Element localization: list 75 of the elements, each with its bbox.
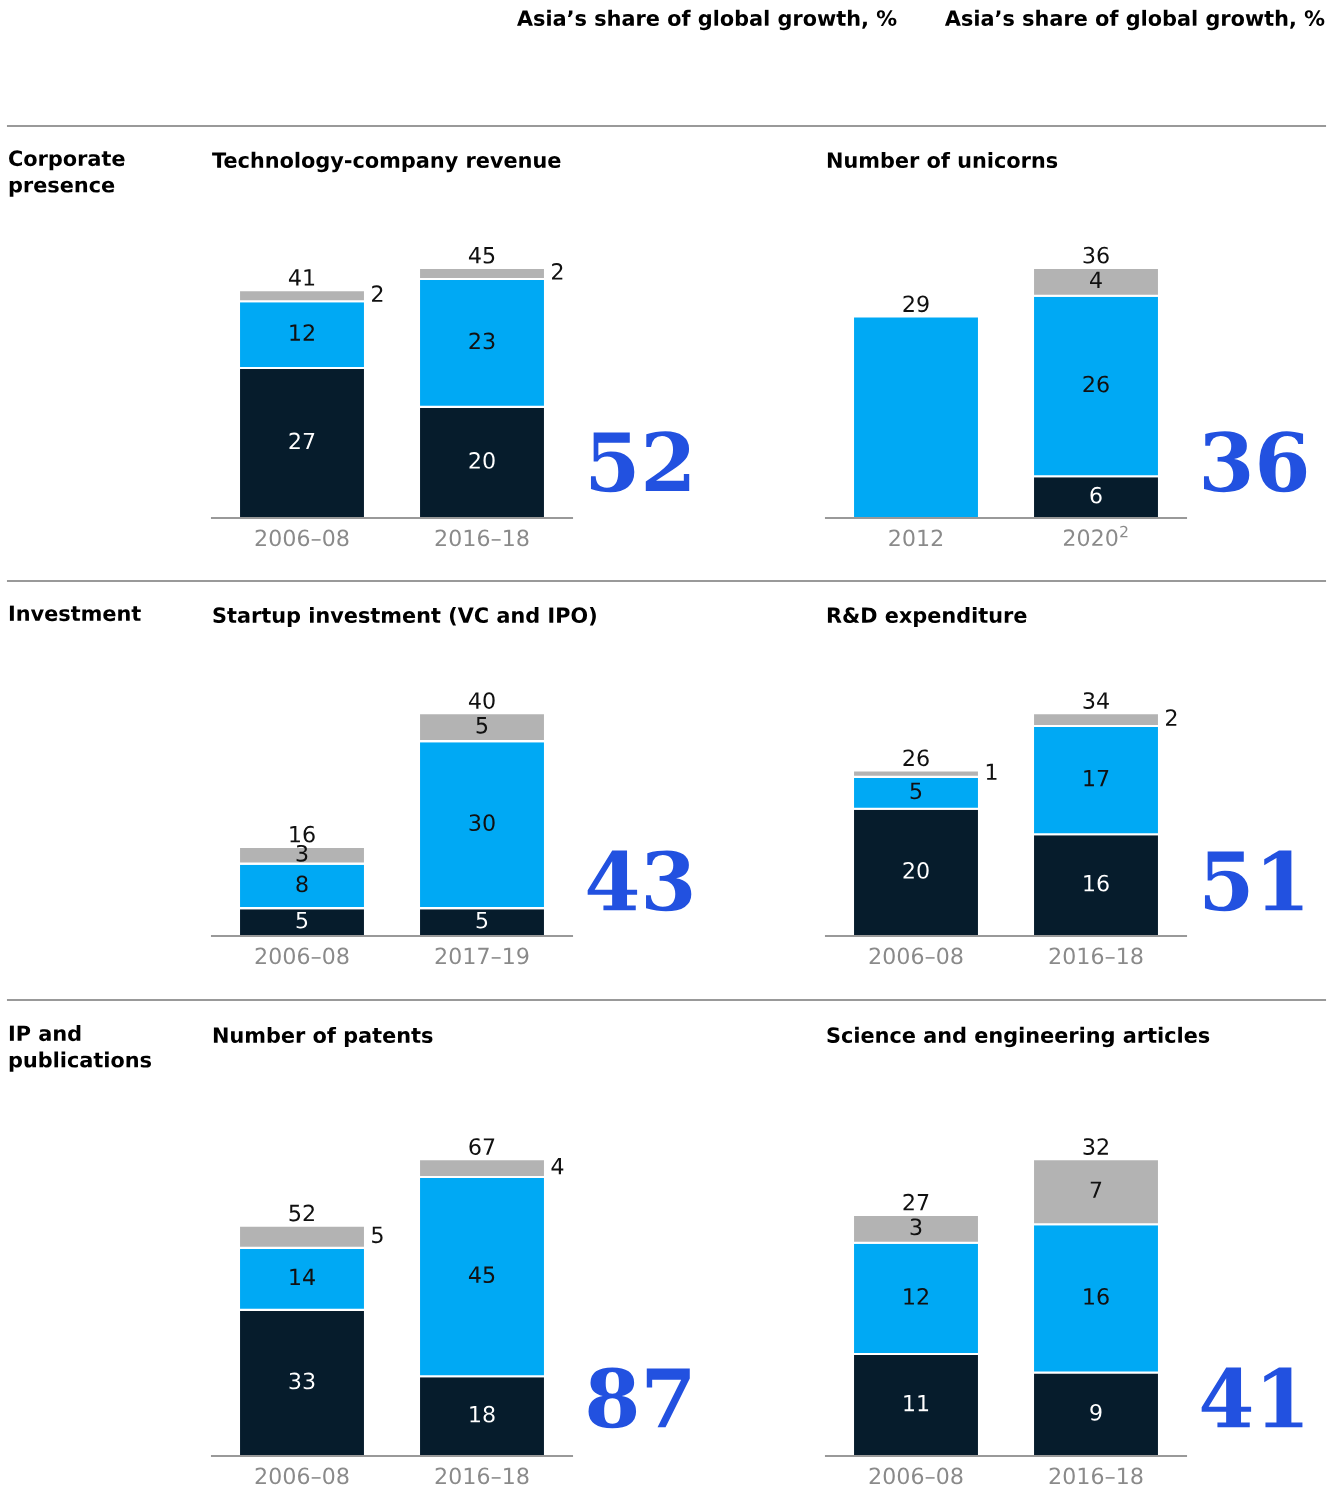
data-label: 5 <box>296 912 308 929</box>
data-label: 9 <box>1090 1403 1102 1421</box>
text: 36 <box>1203 431 1307 493</box>
chart-title: Number of unicorns <box>827 151 1058 169</box>
data-label: 3 <box>296 844 308 862</box>
data-label: 2 <box>1166 709 1177 726</box>
data-label: 5 <box>372 1226 383 1244</box>
total-label: 34 <box>1083 692 1109 709</box>
x-tick-label: 2016–18 <box>1049 1467 1143 1485</box>
x-tick-label: 2020$^{2}$ <box>1063 525 1128 547</box>
data-label: 8 <box>296 875 308 893</box>
chart-title: R&D expenditure <box>827 606 1027 628</box>
x-tick-label: 2006–08 <box>255 947 349 965</box>
data-label: 11 <box>904 1394 929 1412</box>
data-label: 16 <box>1084 874 1109 892</box>
text: IP and publications <box>9 1025 151 1072</box>
data-label: 27 <box>289 432 315 450</box>
x-tick-label: 2016–18 <box>435 1467 529 1485</box>
x-tick-label: 2006–08 <box>869 1467 963 1485</box>
total-label: 36 <box>1083 246 1109 264</box>
x-tick-label: 2016–18 <box>1049 947 1143 965</box>
data-label: 5 <box>476 912 488 929</box>
total-label: 16 <box>290 825 315 843</box>
x-tick-label: 2017–19 <box>435 947 529 965</box>
data-label: 4 <box>1090 271 1102 288</box>
data-label: 6 <box>1090 486 1102 504</box>
total-label: 67 <box>469 1138 495 1155</box>
data-label: 1 <box>986 763 997 780</box>
total-label: 52 <box>289 1204 314 1222</box>
total-label: 29 <box>903 295 929 313</box>
chart-title: Technology-company revenue <box>212 151 561 173</box>
data-label: 5 <box>910 782 922 800</box>
x-tick-label: 2006–08 <box>869 947 963 965</box>
total-label: 40 <box>468 692 495 709</box>
data-label: 18 <box>470 1405 495 1423</box>
text: 51 <box>1204 850 1303 912</box>
data-label: 12 <box>290 324 314 341</box>
data-label: 20 <box>469 452 495 469</box>
data-label: 17 <box>1084 770 1109 787</box>
data-label: 4 <box>551 1158 564 1175</box>
text: 52 <box>590 431 690 493</box>
data-label: 5 <box>476 717 488 734</box>
data-label: 26 <box>1083 375 1109 393</box>
total-label: 27 <box>903 1193 929 1211</box>
text: 43 <box>587 850 692 912</box>
total-label: 26 <box>903 749 929 767</box>
data-label: 33 <box>289 1372 315 1390</box>
data-label: 7 <box>1090 1181 1102 1198</box>
text: Investment <box>9 605 141 622</box>
x-tick-label: 2012 <box>889 529 943 547</box>
x-tick-label: 2006–08 <box>255 529 349 547</box>
text: Asia’s share of global growth, % <box>517 9 897 31</box>
chart-title: Number of patents <box>213 1026 433 1048</box>
total-label: 41 <box>288 269 315 286</box>
data-label: 20 <box>903 862 929 879</box>
total-label: 32 <box>1083 1138 1108 1155</box>
text: 87 <box>588 1367 690 1429</box>
data-label: 2 <box>372 285 383 302</box>
text: 41 <box>1201 1367 1303 1428</box>
data-label: 23 <box>469 332 495 350</box>
data-label: 14 <box>290 1268 315 1285</box>
total-label: 45 <box>468 247 495 264</box>
x-tick-label: 2016–18 <box>435 529 529 547</box>
data-label: 16 <box>1084 1288 1109 1305</box>
data-label: 2 <box>552 263 563 280</box>
text: Asia’s share of global growth, % <box>944 9 1325 31</box>
data-label: 3 <box>910 1218 922 1236</box>
data-label: 12 <box>904 1288 928 1305</box>
data-label: 45 <box>468 1266 495 1284</box>
chart-title: Science and engineering articles <box>827 1026 1210 1048</box>
data-label: 30 <box>469 814 495 832</box>
x-tick-label: 2006–08 <box>255 1467 349 1485</box>
bar <box>851 315 981 518</box>
text: Corporate presence <box>9 150 125 197</box>
chart-title: Startup investment (VC and IPO) <box>213 606 596 628</box>
